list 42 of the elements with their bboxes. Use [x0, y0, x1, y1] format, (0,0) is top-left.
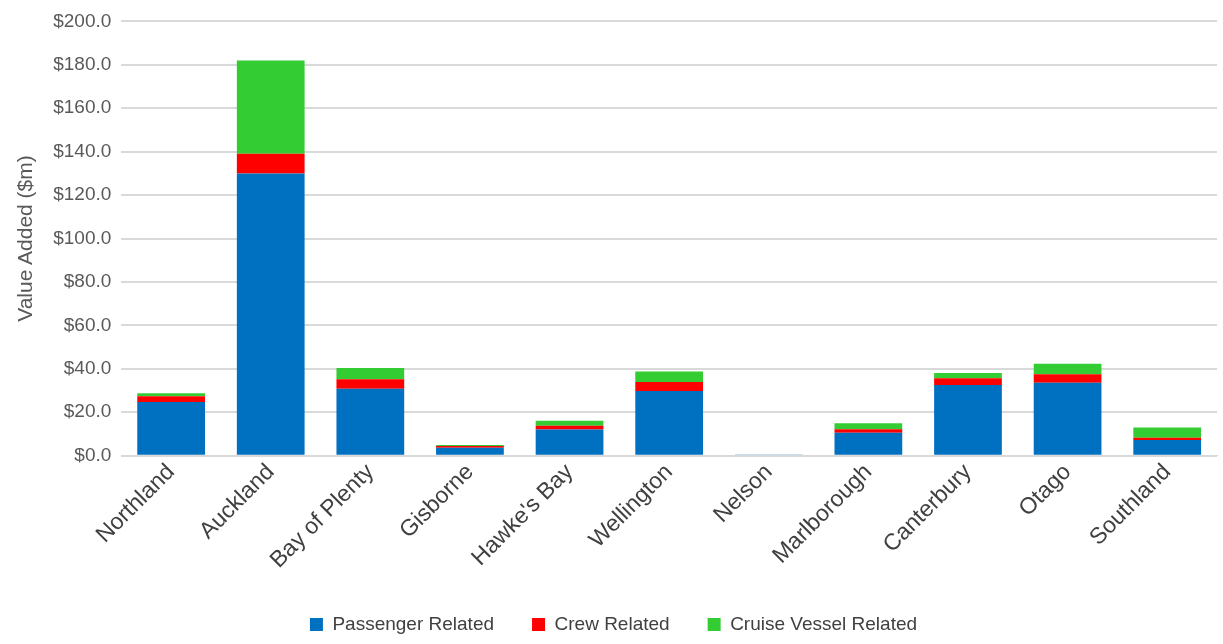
- bar: [236, 60, 305, 154]
- bar: [535, 429, 604, 455]
- legend-label: Crew Related: [554, 612, 670, 634]
- bar: [535, 425, 604, 430]
- bar: [834, 423, 903, 430]
- bar: [934, 378, 1002, 386]
- bar: [137, 402, 205, 455]
- bar: [436, 447, 504, 455]
- legend-label: Passenger Related: [332, 612, 495, 634]
- bar: [1033, 382, 1102, 455]
- bar: [635, 371, 704, 383]
- y-tick-label: $40.0: [63, 357, 112, 379]
- bar: [834, 429, 903, 433]
- y-tick-label: $160.0: [53, 96, 112, 118]
- y-tick-label: $140.0: [53, 139, 112, 161]
- y-tick-label: $20.0: [63, 400, 112, 422]
- y-tick-label: $180.0: [53, 53, 112, 75]
- bar: [236, 173, 305, 455]
- bar: [137, 393, 205, 397]
- bar: [336, 388, 405, 455]
- bar: [137, 396, 205, 403]
- y-axis-title: Value Added ($m): [13, 155, 37, 322]
- bar: [834, 432, 903, 455]
- y-tick-label: $120.0: [53, 183, 112, 205]
- bar: [535, 420, 604, 426]
- bar: [635, 382, 704, 391]
- y-tick-label: $60.0: [63, 313, 112, 335]
- bar: [1133, 440, 1202, 455]
- legend-label: Cruise Vessel Related: [730, 612, 918, 634]
- bar: [635, 390, 704, 455]
- bar: [1033, 374, 1102, 383]
- bar: [1033, 363, 1102, 375]
- y-tick-label: $100.0: [53, 226, 112, 248]
- bar: [1133, 427, 1202, 438]
- y-tick-label: $0.0: [74, 443, 112, 465]
- bar: [336, 367, 405, 380]
- bar: [336, 379, 405, 389]
- bar: [934, 372, 1002, 379]
- y-tick-label: $200.0: [53, 9, 112, 31]
- bar: [236, 153, 305, 174]
- y-tick-label: $80.0: [63, 270, 112, 292]
- bar: [934, 385, 1002, 455]
